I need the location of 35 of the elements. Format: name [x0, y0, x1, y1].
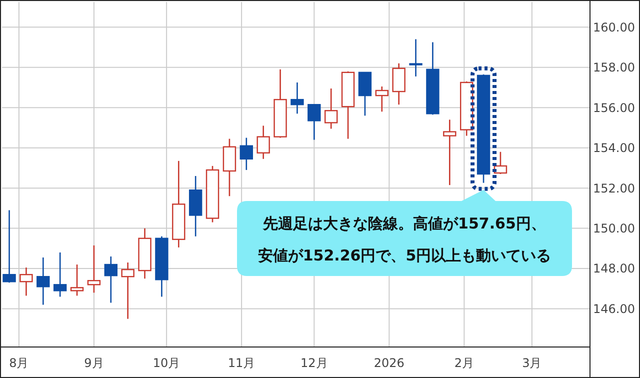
candlestick — [375, 86, 388, 112]
candlestick — [308, 104, 321, 140]
x-tick-label: 10月 — [152, 356, 180, 370]
candlestick — [20, 266, 33, 296]
candlestick — [2, 210, 16, 284]
candlestick — [70, 264, 84, 296]
y-tick-label: 156.00 — [593, 100, 635, 115]
x-tick-label: 11月 — [228, 356, 256, 370]
candlestick — [290, 82, 304, 114]
candlestick — [53, 252, 67, 298]
x-tick-label: 9月 — [84, 356, 104, 370]
y-tick-label: 160.00 — [593, 20, 635, 34]
y-tick-label: 158.00 — [593, 60, 635, 75]
x-tick-label: 2月 — [454, 356, 474, 370]
candlestick — [256, 125, 270, 160]
y-tick-label: 150.00 — [593, 222, 635, 236]
candlestick — [392, 62, 406, 106]
candlestick — [240, 137, 253, 171]
candlestick — [104, 256, 118, 304]
x-tick-label: 8月 — [9, 356, 29, 370]
candlestick — [87, 244, 101, 294]
candlestick — [358, 72, 372, 116]
candlestick — [443, 119, 456, 186]
y-tick-label: 154.00 — [593, 141, 635, 156]
y-tick-label: 146.00 — [593, 302, 635, 316]
annotation: 先週足は大きな陰線。高値が157.65円、安値が152.26円で、5円以上も動いている — [258, 214, 552, 264]
candlestick — [409, 38, 422, 78]
candlestick — [36, 256, 50, 306]
candlestick — [121, 262, 134, 320]
x-tick-label: 2026 — [374, 356, 404, 370]
candlestick — [324, 88, 338, 130]
x-tick-label: 3月 — [522, 356, 542, 370]
y-tick-label: 152.00 — [593, 181, 635, 196]
x-tick-label: 12月 — [300, 356, 328, 370]
y-tick-label: 148.00 — [593, 262, 635, 276]
